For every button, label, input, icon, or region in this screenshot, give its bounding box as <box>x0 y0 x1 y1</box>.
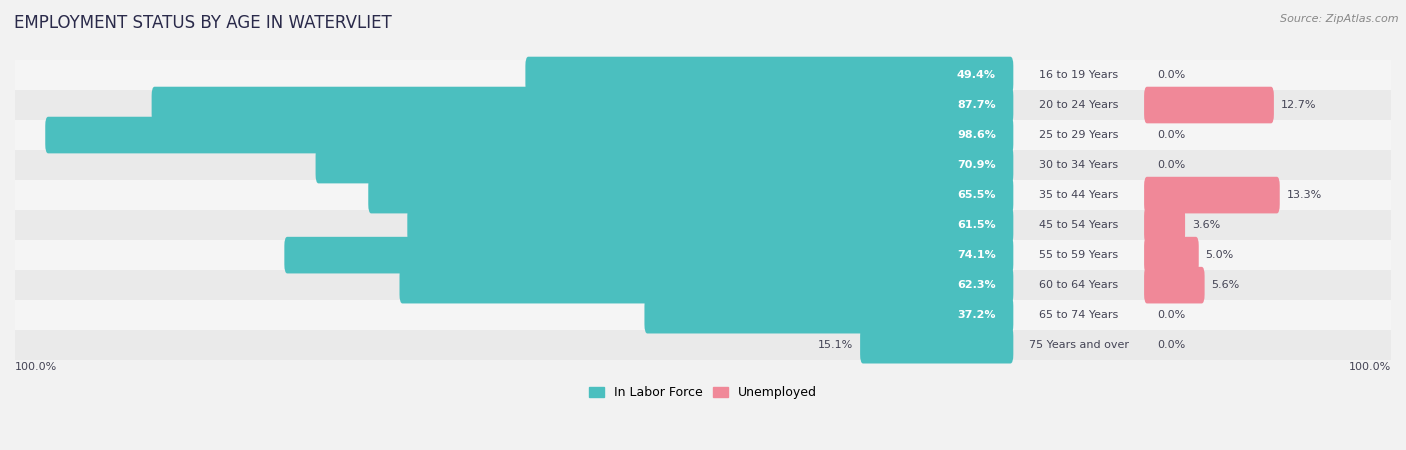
Text: 75 Years and over: 75 Years and over <box>1029 340 1129 350</box>
Text: 45 to 54 Years: 45 to 54 Years <box>1039 220 1118 230</box>
FancyBboxPatch shape <box>1144 87 1274 123</box>
FancyBboxPatch shape <box>15 300 1391 330</box>
Text: 15.1%: 15.1% <box>818 340 853 350</box>
FancyBboxPatch shape <box>284 237 1014 274</box>
Text: 100.0%: 100.0% <box>15 362 58 372</box>
FancyBboxPatch shape <box>15 120 1391 150</box>
FancyBboxPatch shape <box>15 270 1391 300</box>
Text: 98.6%: 98.6% <box>957 130 995 140</box>
FancyBboxPatch shape <box>1144 207 1185 243</box>
Text: 65 to 74 Years: 65 to 74 Years <box>1039 310 1118 320</box>
Text: 55 to 59 Years: 55 to 59 Years <box>1039 250 1118 260</box>
FancyBboxPatch shape <box>15 330 1391 360</box>
Text: 0.0%: 0.0% <box>1157 70 1185 80</box>
Text: 60 to 64 Years: 60 to 64 Years <box>1039 280 1118 290</box>
FancyBboxPatch shape <box>644 297 1014 333</box>
FancyBboxPatch shape <box>15 240 1391 270</box>
Text: 16 to 19 Years: 16 to 19 Years <box>1039 70 1118 80</box>
Text: 65.5%: 65.5% <box>957 190 995 200</box>
Text: 25 to 29 Years: 25 to 29 Years <box>1039 130 1118 140</box>
Text: 5.0%: 5.0% <box>1205 250 1234 260</box>
FancyBboxPatch shape <box>45 117 1014 153</box>
Text: Source: ZipAtlas.com: Source: ZipAtlas.com <box>1281 14 1399 23</box>
FancyBboxPatch shape <box>526 57 1014 93</box>
FancyBboxPatch shape <box>1144 237 1199 274</box>
Text: 35 to 44 Years: 35 to 44 Years <box>1039 190 1118 200</box>
FancyBboxPatch shape <box>152 87 1014 123</box>
FancyBboxPatch shape <box>399 267 1014 303</box>
Text: 70.9%: 70.9% <box>957 160 995 170</box>
FancyBboxPatch shape <box>15 150 1391 180</box>
Text: 0.0%: 0.0% <box>1157 310 1185 320</box>
Text: 0.0%: 0.0% <box>1157 160 1185 170</box>
FancyBboxPatch shape <box>408 207 1014 243</box>
Legend: In Labor Force, Unemployed: In Labor Force, Unemployed <box>583 381 823 404</box>
Text: 0.0%: 0.0% <box>1157 130 1185 140</box>
Text: 100.0%: 100.0% <box>1348 362 1391 372</box>
FancyBboxPatch shape <box>315 147 1014 184</box>
Text: 20 to 24 Years: 20 to 24 Years <box>1039 100 1118 110</box>
Text: 61.5%: 61.5% <box>957 220 995 230</box>
FancyBboxPatch shape <box>15 210 1391 240</box>
FancyBboxPatch shape <box>1144 267 1205 303</box>
FancyBboxPatch shape <box>15 180 1391 210</box>
Text: 5.6%: 5.6% <box>1212 280 1240 290</box>
Text: 74.1%: 74.1% <box>957 250 995 260</box>
Text: 49.4%: 49.4% <box>956 70 995 80</box>
FancyBboxPatch shape <box>15 90 1391 120</box>
Text: EMPLOYMENT STATUS BY AGE IN WATERVLIET: EMPLOYMENT STATUS BY AGE IN WATERVLIET <box>14 14 392 32</box>
FancyBboxPatch shape <box>1144 177 1279 213</box>
FancyBboxPatch shape <box>368 177 1014 213</box>
Text: 62.3%: 62.3% <box>957 280 995 290</box>
FancyBboxPatch shape <box>860 327 1014 364</box>
Text: 12.7%: 12.7% <box>1281 100 1316 110</box>
FancyBboxPatch shape <box>15 60 1391 90</box>
Text: 3.6%: 3.6% <box>1192 220 1220 230</box>
Text: 0.0%: 0.0% <box>1157 340 1185 350</box>
Text: 37.2%: 37.2% <box>957 310 995 320</box>
Text: 13.3%: 13.3% <box>1286 190 1322 200</box>
Text: 87.7%: 87.7% <box>957 100 995 110</box>
Text: 30 to 34 Years: 30 to 34 Years <box>1039 160 1118 170</box>
